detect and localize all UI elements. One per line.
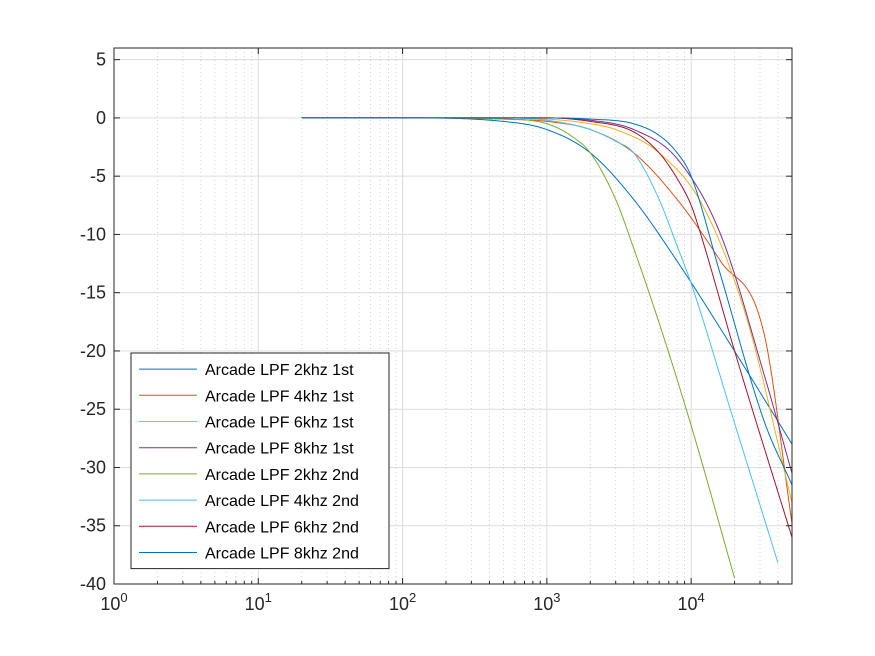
legend-label: Arcade LPF 8khz 1st (205, 441, 354, 458)
y-tick-label: -20 (80, 341, 106, 361)
legend-label: Arcade LPF 2khz 2nd (205, 467, 359, 484)
y-tick-label: -35 (80, 516, 106, 536)
x-tick-label: 101 (245, 590, 272, 614)
x-tick-label: 100 (100, 590, 127, 614)
legend-label: Arcade LPF 8khz 2nd (205, 546, 359, 563)
y-tick-label: -10 (80, 224, 106, 244)
plot-frame (113, 47, 793, 585)
y-tick-label: 5 (96, 50, 106, 70)
x-tick-label: 102 (389, 590, 416, 614)
series-lines (301, 117, 792, 579)
y-tick-label: -15 (80, 283, 106, 303)
legend-label: Arcade LPF 6khz 2nd (205, 519, 359, 536)
legend: Arcade LPF 2khz 1st Arcade LPF 4khz 1st Ar… (130, 352, 390, 570)
legend-label: Arcade LPF 2khz 1st (205, 362, 354, 379)
legend-label: Arcade LPF 4khz 1st (205, 388, 354, 405)
legend-label: Arcade LPF 4khz 2nd (205, 493, 359, 510)
y-tick-label: -25 (80, 399, 106, 419)
y-tick-label: -5 (90, 166, 106, 186)
y-tick-label: -40 (80, 574, 106, 594)
legend-box (130, 352, 390, 570)
x-tick-label: 104 (678, 590, 705, 614)
x-tick-label: 103 (533, 590, 560, 614)
y-tick-label: 0 (96, 108, 106, 128)
legend-label: Arcade LPF 6khz 1st (205, 415, 354, 432)
series-line-8 (301, 117, 792, 486)
y-tick-label: -30 (80, 457, 106, 477)
